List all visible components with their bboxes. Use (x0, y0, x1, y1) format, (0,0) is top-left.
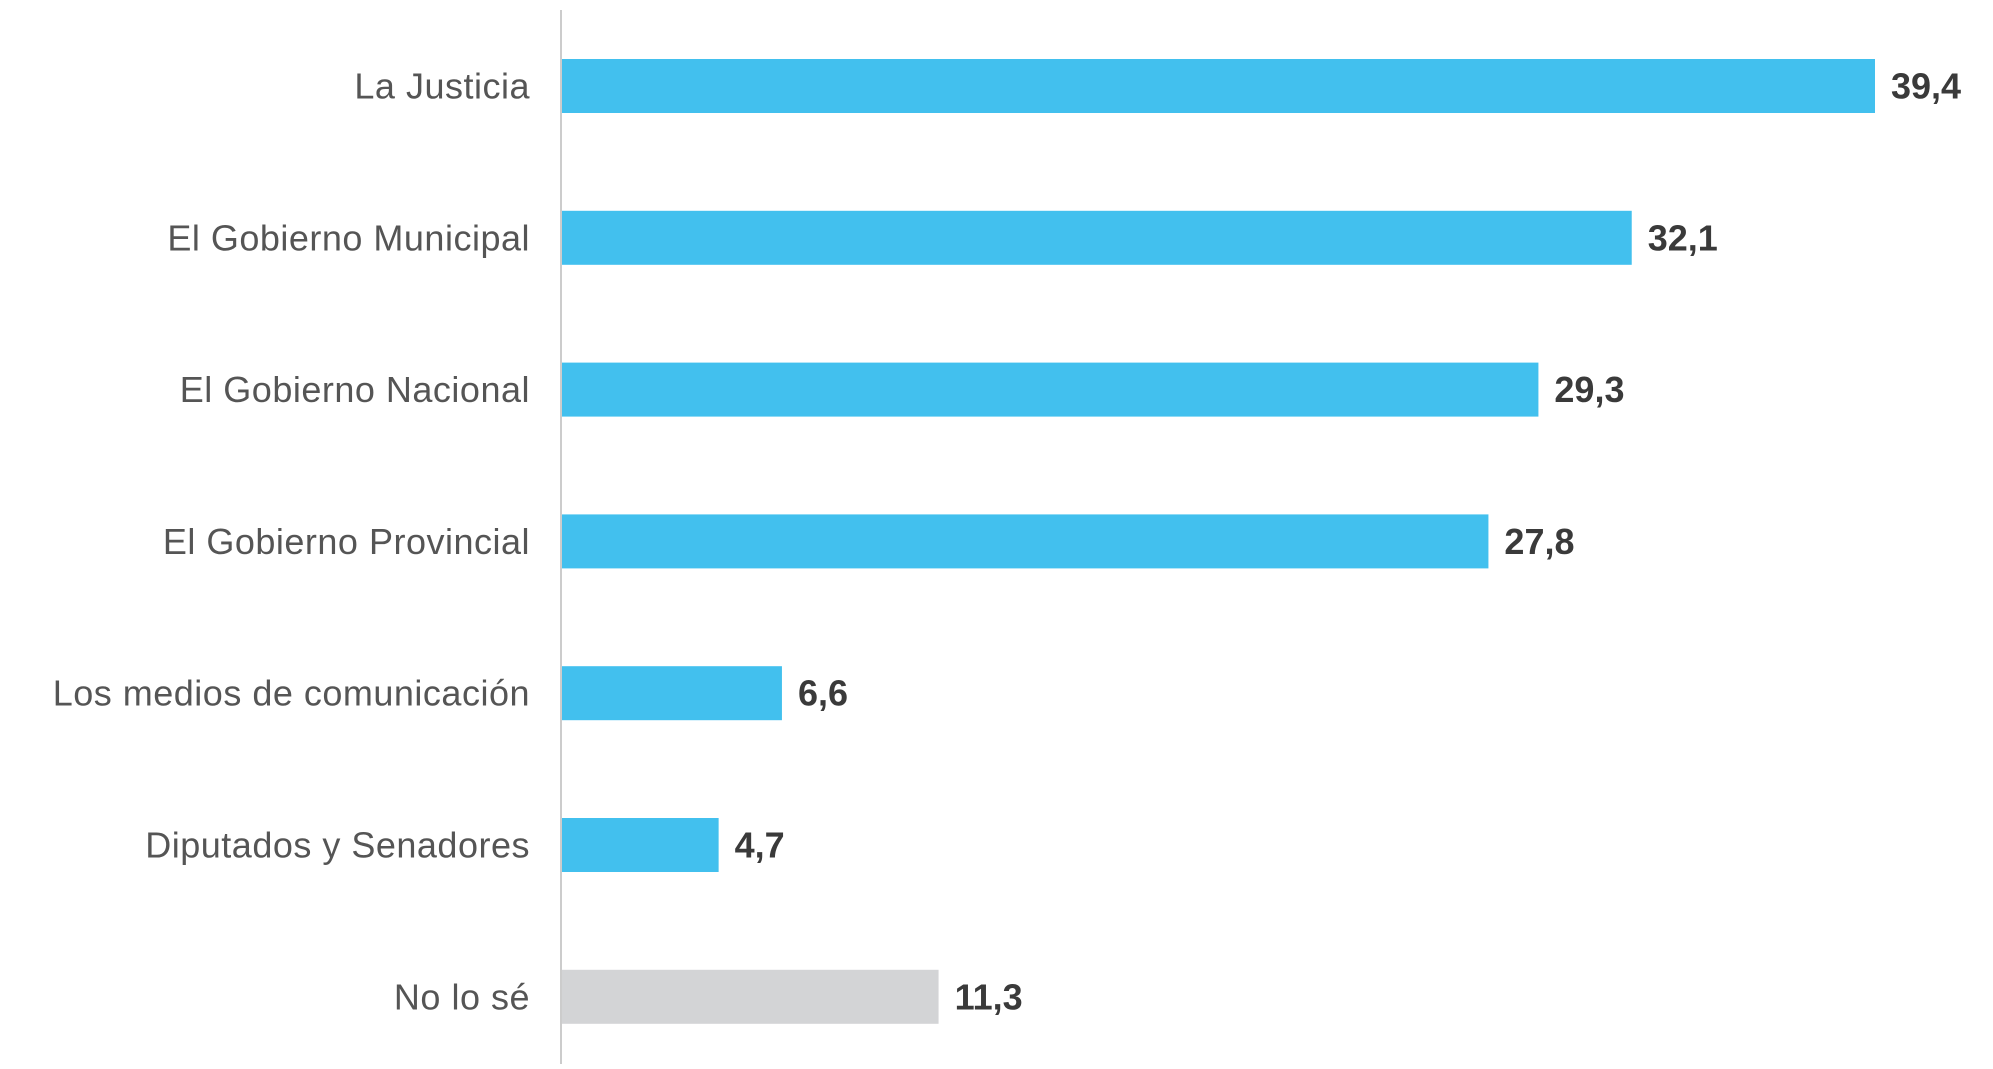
category-label: El Gobierno Provincial (163, 521, 530, 562)
bar (562, 362, 1539, 417)
value-label: 6,6 (798, 673, 848, 714)
category-label: No lo sé (394, 976, 530, 1017)
value-label: 11,3 (955, 976, 1023, 1017)
category-label: El Gobierno Municipal (167, 217, 530, 258)
value-label: 4,7 (735, 825, 785, 866)
category-label: Diputados y Senadores (145, 825, 530, 866)
bar (562, 514, 1489, 569)
value-label: 29,3 (1554, 369, 1624, 410)
bar (562, 59, 1875, 113)
category-label: El Gobierno Nacional (180, 369, 530, 410)
bar (562, 818, 719, 872)
bar (562, 666, 782, 721)
value-label: 27,8 (1504, 521, 1574, 562)
bars-group: La Justicia 39,4 El Gobierno Municipal 32,1… (53, 59, 1961, 1024)
category-label: La Justicia (354, 66, 530, 107)
value-label: 32,1 (1648, 217, 1718, 258)
category-label: Los medios de comunicación (53, 673, 530, 714)
value-label: 39,4 (1891, 66, 1961, 107)
bar (562, 210, 1632, 265)
bar (562, 969, 939, 1024)
